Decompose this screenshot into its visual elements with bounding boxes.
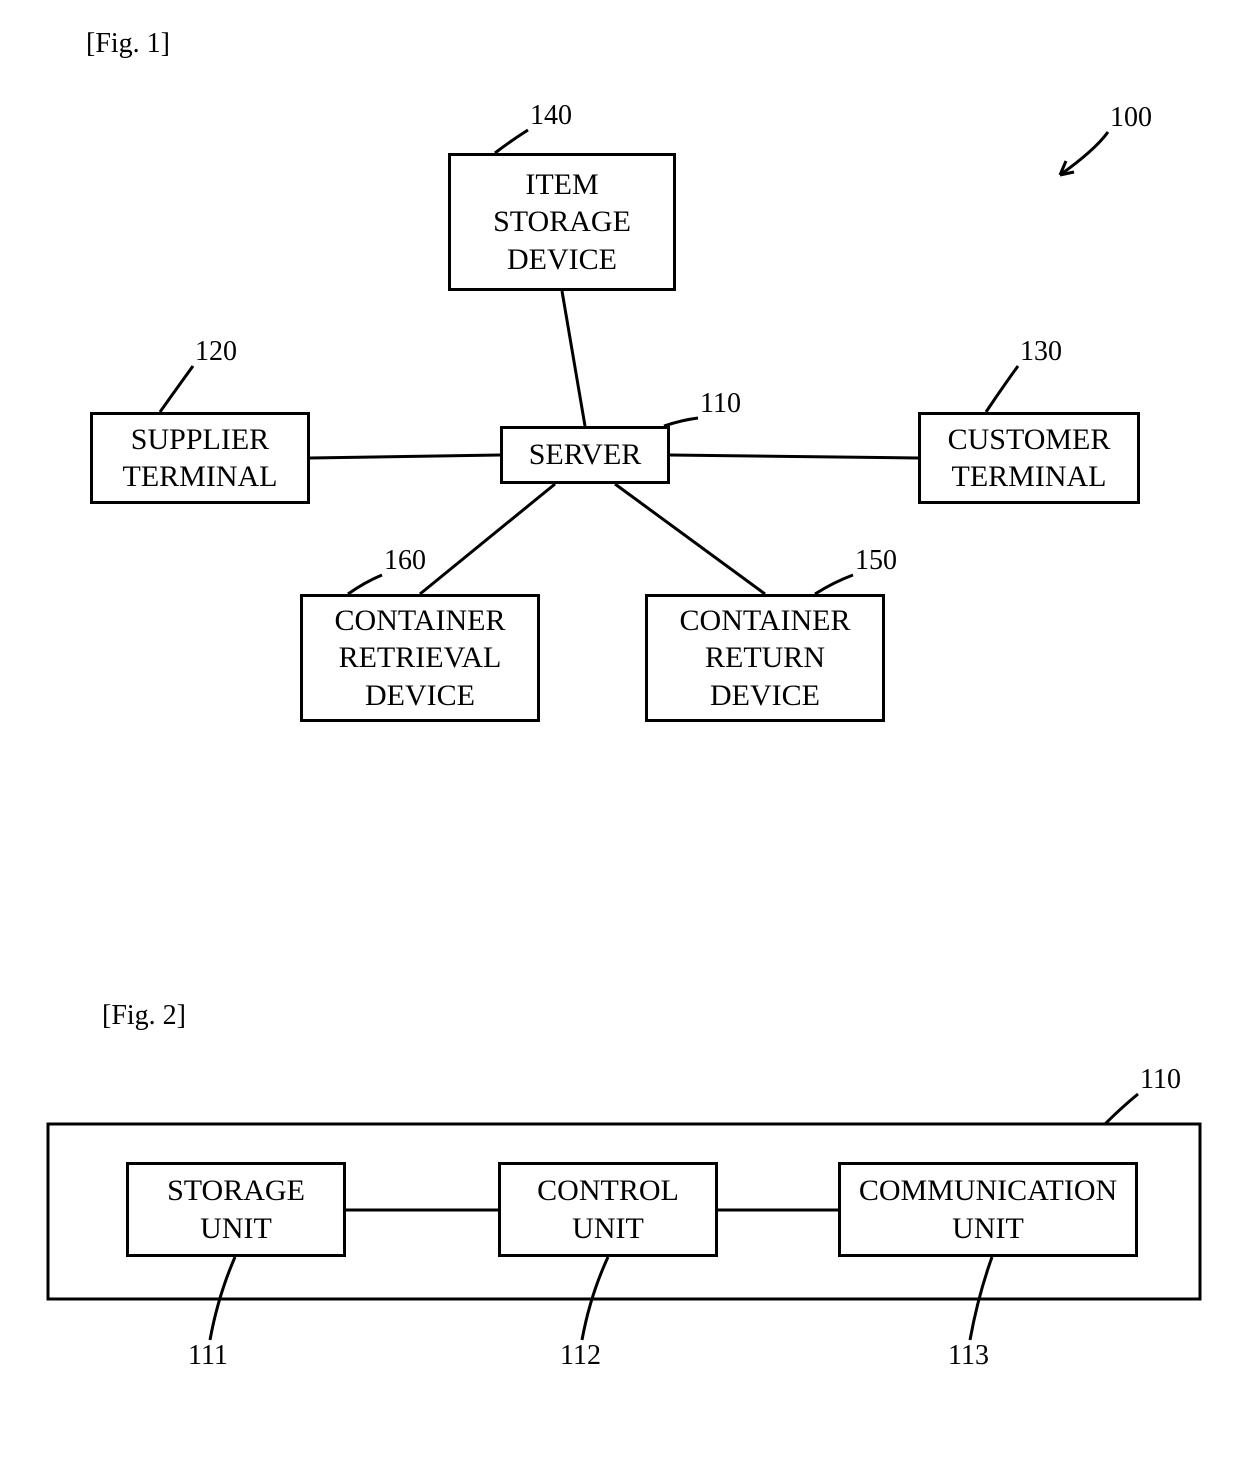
node-comm-unit-text: COMMUNICATIONUNIT — [859, 1172, 1117, 1247]
node-control-unit-text: CONTROLUNIT — [537, 1172, 679, 1247]
ref-server-110: 110 — [700, 388, 741, 420]
node-container-return: CONTAINERRETURNDEVICE — [645, 594, 885, 722]
ref-container-retrieval-160: 160 — [384, 545, 426, 577]
ref-comm-unit-113: 113 — [948, 1340, 989, 1372]
ref-supplier-120: 120 — [195, 336, 237, 368]
node-supplier-terminal: SUPPLIERTERMINAL — [90, 412, 310, 504]
node-storage-unit-text: STORAGEUNIT — [167, 1172, 305, 1247]
node-container-retrieval: CONTAINERRETRIEVALDEVICE — [300, 594, 540, 722]
node-supplier-terminal-text: SUPPLIERTERMINAL — [123, 421, 278, 496]
node-storage-unit: STORAGEUNIT — [126, 1162, 346, 1257]
node-server-text: SERVER — [529, 436, 642, 474]
node-customer-terminal-text: CUSTOMERTERMINAL — [948, 421, 1111, 496]
ref-customer-130: 130 — [1020, 336, 1062, 368]
fig2-label: [Fig. 2] — [102, 1000, 186, 1032]
node-server: SERVER — [500, 426, 670, 484]
ref-container-return-150: 150 — [855, 545, 897, 577]
node-item-storage-text: ITEMSTORAGEDEVICE — [493, 166, 631, 279]
ref-control-unit-112: 112 — [560, 1340, 601, 1372]
fig1-label: [Fig. 1] — [86, 28, 170, 60]
node-control-unit: CONTROLUNIT — [498, 1162, 718, 1257]
ref-storage-unit-111: 111 — [188, 1340, 228, 1372]
node-item-storage: ITEMSTORAGEDEVICE — [448, 153, 676, 291]
ref-container-110: 110 — [1140, 1064, 1181, 1096]
ref-item-storage-140: 140 — [530, 100, 572, 132]
node-comm-unit: COMMUNICATIONUNIT — [838, 1162, 1138, 1257]
node-container-retrieval-text: CONTAINERRETRIEVALDEVICE — [335, 602, 506, 715]
node-customer-terminal: CUSTOMERTERMINAL — [918, 412, 1140, 504]
ref-system-100: 100 — [1110, 102, 1152, 134]
node-container-return-text: CONTAINERRETURNDEVICE — [680, 602, 851, 715]
